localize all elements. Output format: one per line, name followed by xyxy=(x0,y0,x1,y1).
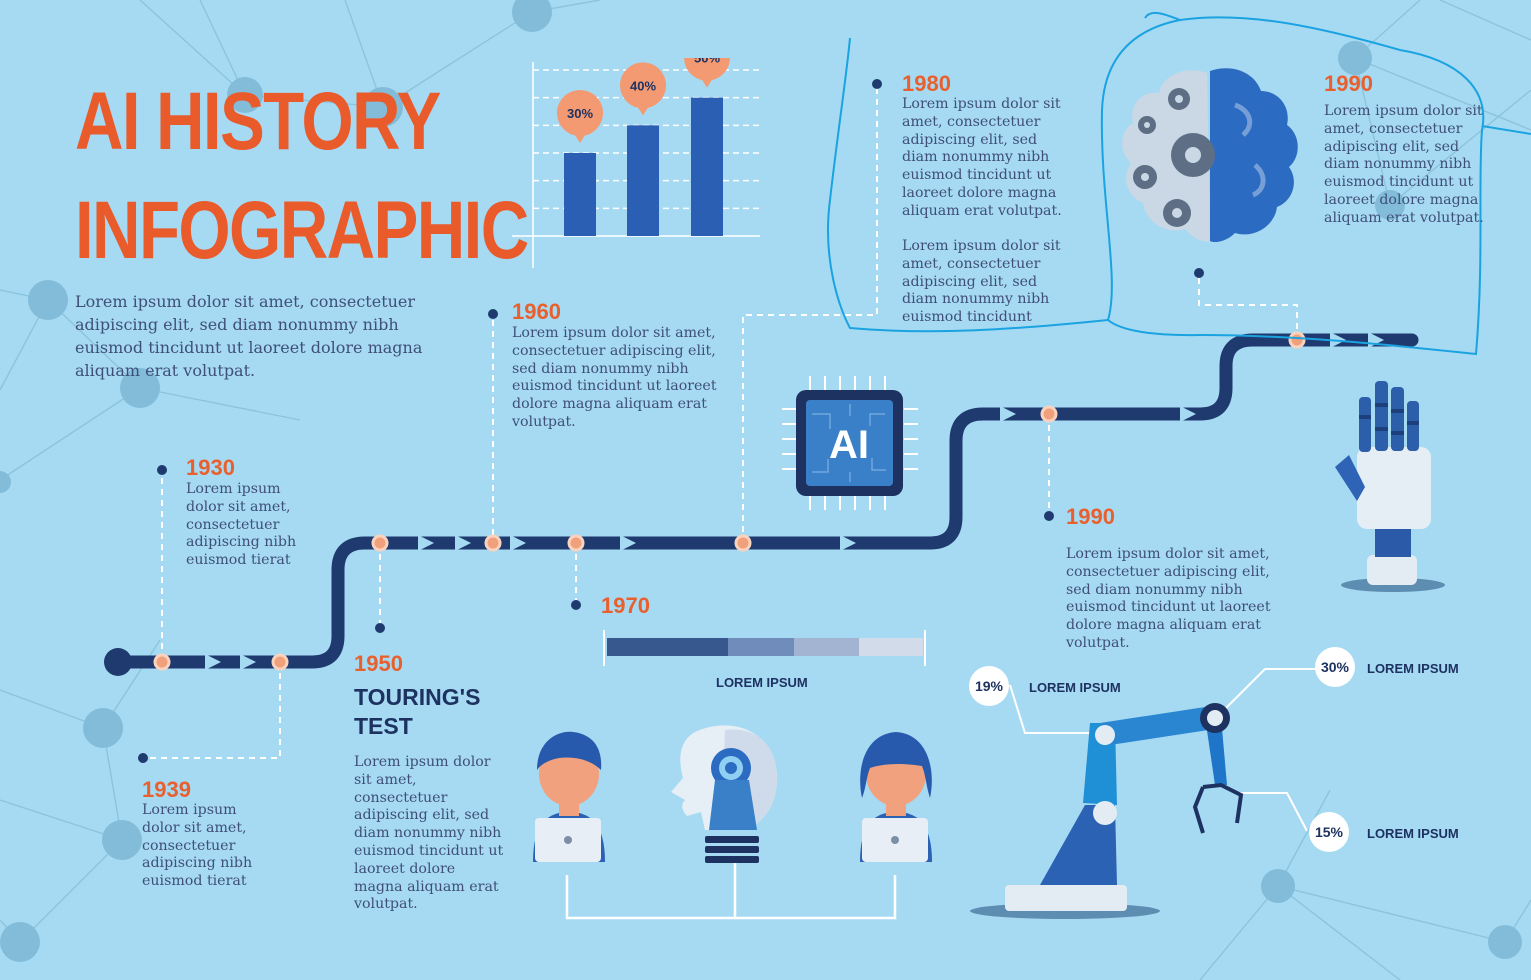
chart-bar-group: 50% xyxy=(684,58,730,236)
percent-badge-19: 19% xyxy=(969,666,1009,706)
year-1939: 1939 xyxy=(142,777,191,802)
bar-label-1970: LOREM IPSUM xyxy=(716,675,808,690)
page-title-line1: AI HISTORY xyxy=(75,76,441,167)
percent-badge-15: 15% xyxy=(1309,812,1349,852)
segment-3 xyxy=(794,638,859,656)
node-1960 xyxy=(484,534,502,552)
chart-label-bubble xyxy=(684,58,730,81)
robot-hand-icon xyxy=(1335,381,1445,592)
dot-1980 xyxy=(872,79,882,89)
page-title-line2: INFOGRAPHIC xyxy=(75,185,529,276)
robot-head-icon xyxy=(671,725,777,863)
node-1980 xyxy=(734,534,752,552)
year-1970: 1970 xyxy=(601,593,650,618)
timeline-line xyxy=(111,333,1419,669)
arm-label-19: LOREM IPSUM xyxy=(1029,680,1121,695)
people-bracket xyxy=(565,860,897,920)
text-1930: Lorem ipsum dolor sit amet, consectetuer… xyxy=(186,481,297,569)
chart-data-label: 30% xyxy=(567,106,593,121)
chart-bar-group: 30% xyxy=(557,90,603,236)
dot-1990-bottom xyxy=(1044,511,1054,521)
text-1990-top: Lorem ipsum dolor sit amet, consectetuer… xyxy=(1324,103,1484,226)
text-1980-b: Lorem ipsum dolor sit amet, consectetuer… xyxy=(902,238,1061,326)
dot-1950 xyxy=(375,623,385,633)
chart-bar xyxy=(691,97,723,236)
connector-1980 xyxy=(742,84,878,543)
intro-text: Lorem ipsum dolor sit amet, consectetuer… xyxy=(75,292,423,380)
chart-data-label: 50% xyxy=(694,58,720,66)
text-1990-bottom: Lorem ipsum dolor sit amet, consectetuer… xyxy=(1066,546,1271,651)
year-1980: 1980 xyxy=(902,71,951,96)
node-1939 xyxy=(271,653,289,671)
dot-1939 xyxy=(138,753,148,763)
node-1930 xyxy=(153,653,171,671)
node-1990-top xyxy=(1288,331,1306,349)
human-female-laptop-icon xyxy=(860,732,932,862)
heading-1950: TOURING'S TEST xyxy=(354,684,481,739)
chip-label: AI xyxy=(829,423,869,467)
percent-badge-30: 30% xyxy=(1315,647,1355,687)
chart-bar xyxy=(564,153,596,236)
chart-bar-group: 40% xyxy=(620,62,666,236)
segment-2 xyxy=(728,638,794,656)
text-1939: Lorem ipsum dolor sit amet, consectetuer… xyxy=(142,802,253,890)
node-1990-bottom xyxy=(1040,405,1058,423)
connector-1990-top xyxy=(1198,275,1298,340)
dot-1990-top xyxy=(1194,268,1204,278)
chart-data-label: 40% xyxy=(630,78,656,93)
chart-label-bubble xyxy=(620,62,666,109)
annotation-outline xyxy=(827,12,1531,356)
bar-chart-icon: 30% 40% 50% xyxy=(512,58,760,268)
segment-4 xyxy=(859,638,923,656)
text-1960: Lorem ipsum dolor sit amet, consectetuer… xyxy=(512,325,717,430)
arm-label-30: LOREM IPSUM xyxy=(1367,661,1459,676)
robot-arm-icon xyxy=(970,668,1315,919)
dot-1930 xyxy=(157,465,167,475)
node-1950 xyxy=(371,534,389,552)
dot-1960 xyxy=(488,309,498,319)
brain-gears-icon xyxy=(1122,68,1298,243)
year-1960: 1960 xyxy=(512,299,561,324)
year-1990-bottom: 1990 xyxy=(1066,504,1115,529)
year-1950: 1950 xyxy=(354,651,403,676)
segment-1 xyxy=(607,638,728,656)
timeline-start xyxy=(104,648,132,676)
dot-1970 xyxy=(571,600,581,610)
year-1930: 1930 xyxy=(186,455,235,480)
node-1970 xyxy=(567,534,585,552)
ai-chip-icon: AI xyxy=(782,376,918,510)
chart-label-bubble xyxy=(557,90,603,136)
chart-bar xyxy=(627,125,659,236)
connector-1939 xyxy=(145,662,281,759)
text-1980-a: Lorem ipsum dolor sit amet, consectetuer… xyxy=(902,96,1062,219)
arm-label-15: LOREM IPSUM xyxy=(1367,826,1459,841)
text-1950: Lorem ipsum dolor sit amet, consectetuer… xyxy=(354,754,504,913)
year-1990-top: 1990 xyxy=(1324,71,1373,96)
human-male-laptop-icon xyxy=(533,731,605,862)
